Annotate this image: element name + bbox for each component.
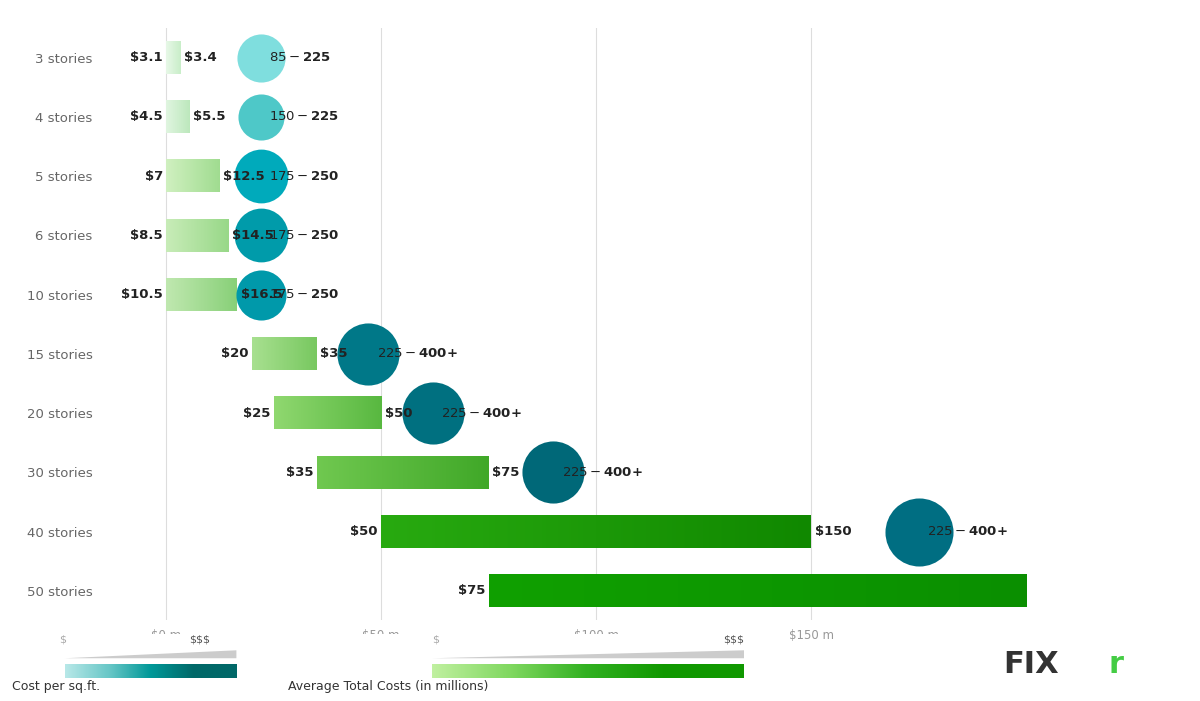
- Text: $225 - $400+: $225 - $400+: [377, 347, 458, 360]
- Text: $150 - $225: $150 - $225: [269, 110, 340, 123]
- Text: $75: $75: [458, 584, 485, 597]
- Text: $3.4: $3.4: [185, 51, 217, 64]
- Text: Cost per sq.ft.: Cost per sq.ft.: [12, 679, 100, 693]
- Point: [424, 407, 443, 418]
- Text: $: $: [60, 634, 66, 644]
- Text: $16.5: $16.5: [241, 288, 282, 301]
- Text: $4.5: $4.5: [131, 110, 163, 123]
- Text: $12.5: $12.5: [223, 170, 265, 183]
- Text: $175 - $250: $175 - $250: [269, 170, 340, 183]
- Point: [251, 230, 270, 241]
- Text: $7: $7: [145, 170, 163, 183]
- Point: [251, 52, 270, 63]
- Text: $175 - $250: $175 - $250: [269, 288, 340, 301]
- Point: [251, 111, 270, 123]
- Text: $225 - $400+: $225 - $400+: [562, 465, 643, 479]
- Text: $3.1: $3.1: [131, 51, 163, 64]
- Text: $225 - $400+: $225 - $400+: [928, 525, 1008, 538]
- Text: $225 - $400+: $225 - $400+: [442, 407, 522, 420]
- Text: $50: $50: [350, 525, 378, 538]
- Text: $8.5: $8.5: [131, 229, 163, 242]
- Text: $5.5: $5.5: [193, 110, 226, 123]
- Text: $35: $35: [286, 465, 313, 479]
- Text: $75: $75: [492, 465, 520, 479]
- Polygon shape: [65, 651, 236, 658]
- Point: [251, 289, 270, 300]
- Text: $$$: $$$: [190, 634, 210, 644]
- Text: FIX: FIX: [1003, 650, 1058, 679]
- Text: $$$: $$$: [722, 634, 744, 644]
- Text: $14.5: $14.5: [232, 229, 274, 242]
- Point: [908, 526, 928, 537]
- Text: $20: $20: [221, 347, 248, 360]
- Point: [251, 170, 270, 182]
- Text: $10.5: $10.5: [121, 288, 163, 301]
- Text: $85 - $225: $85 - $225: [269, 51, 331, 64]
- Text: $: $: [432, 634, 439, 644]
- Text: $150: $150: [815, 525, 851, 538]
- Polygon shape: [432, 651, 744, 658]
- Text: $35: $35: [320, 347, 348, 360]
- Point: [544, 467, 563, 478]
- Point: [359, 348, 378, 360]
- Text: Average Total Costs (in millions): Average Total Costs (in millions): [288, 679, 488, 693]
- Text: $175 - $250: $175 - $250: [269, 229, 340, 242]
- Text: r: r: [1109, 650, 1123, 679]
- Text: $25: $25: [242, 407, 270, 420]
- Text: $50: $50: [385, 407, 412, 420]
